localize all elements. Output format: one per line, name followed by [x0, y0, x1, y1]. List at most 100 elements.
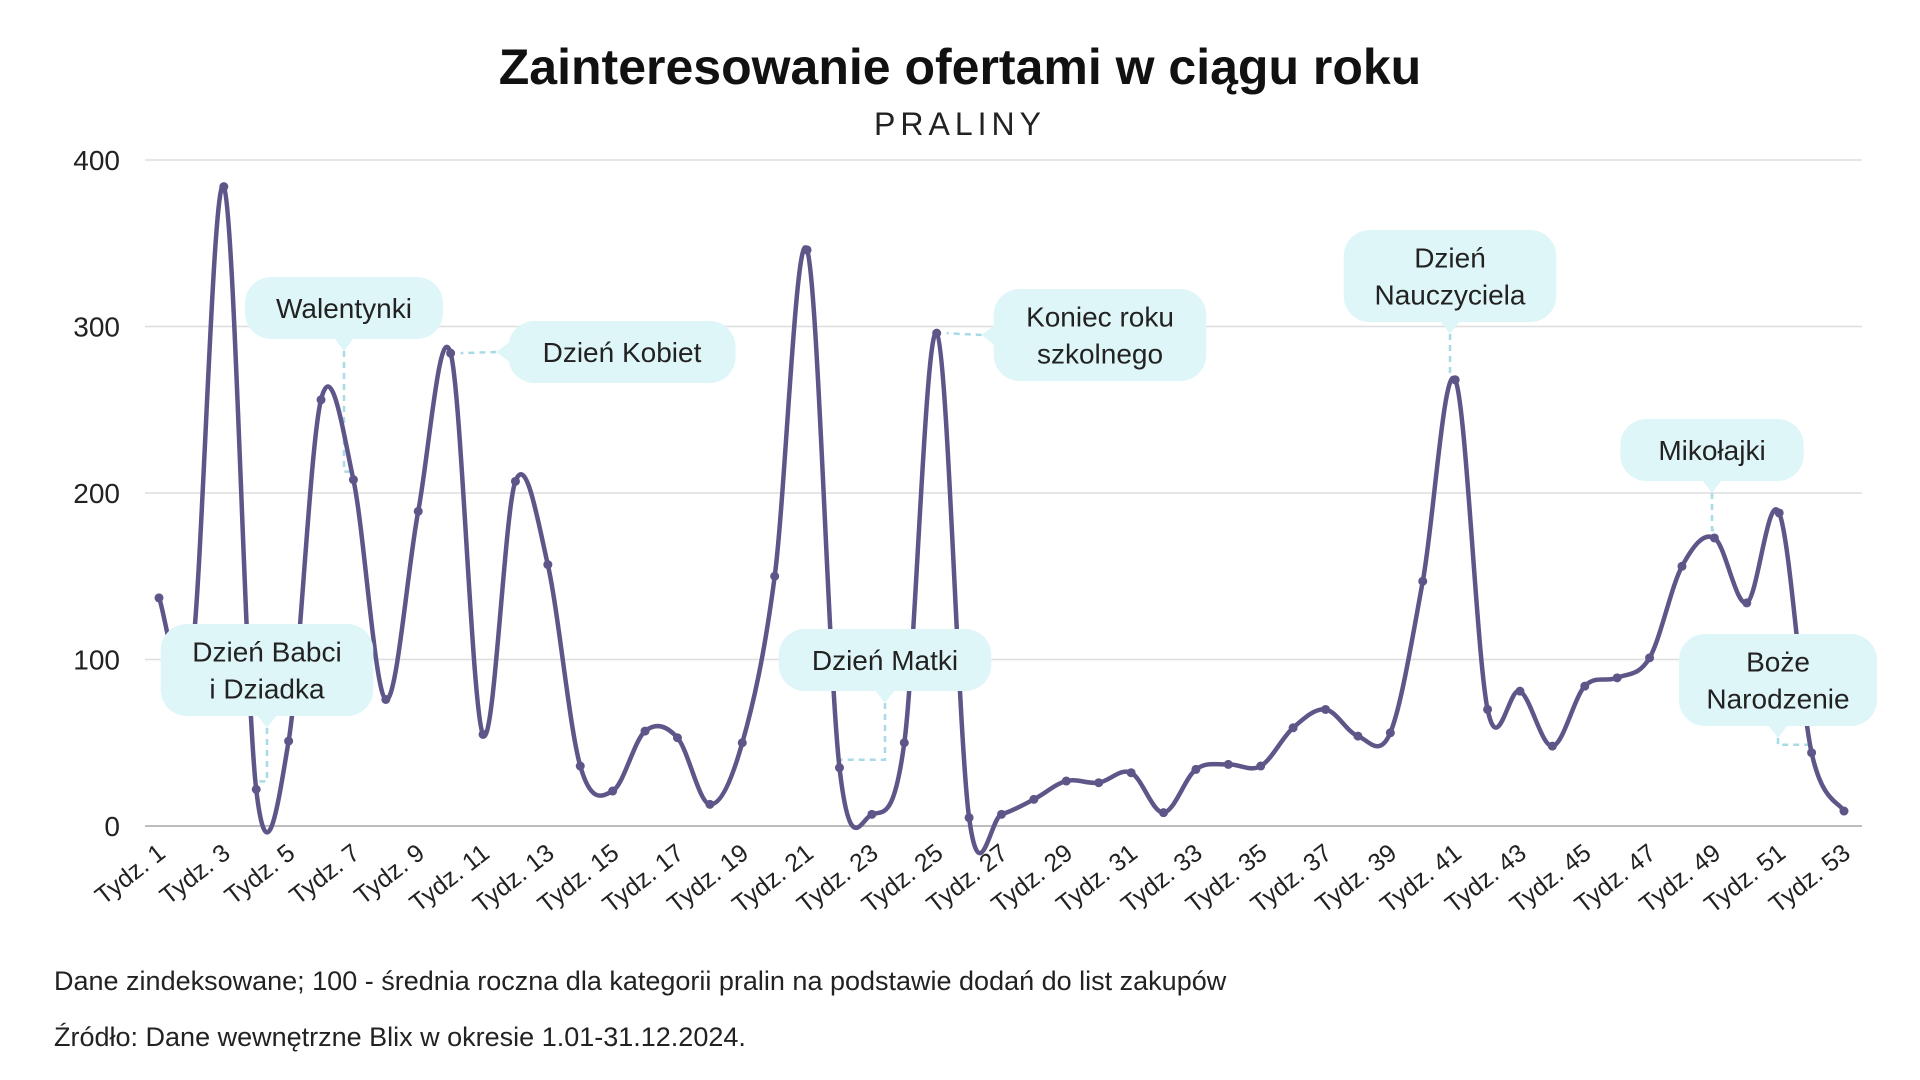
data-point: [284, 736, 294, 746]
data-point: [381, 694, 391, 704]
callout-box: [778, 629, 992, 691]
callout-text: Dzień: [1414, 243, 1486, 274]
data-point: [1580, 681, 1590, 691]
data-point: [1483, 704, 1493, 714]
y-tick-label: 100: [73, 645, 120, 676]
data-points: [154, 182, 1849, 823]
data-point: [1612, 673, 1622, 683]
callout-pointer: [875, 690, 895, 703]
data-point: [1450, 375, 1460, 385]
callout-label: Koniec roku szkolnego: [981, 289, 1207, 381]
callout-text: Narodzenie: [1706, 684, 1849, 715]
callout-text: Boże: [1746, 647, 1810, 678]
data-point: [1159, 808, 1169, 818]
data-point: [413, 506, 423, 516]
data-point: [1288, 723, 1298, 733]
x-tick-label: Tydz. 7: [284, 839, 365, 911]
data-point: [251, 784, 261, 794]
data-point: [1677, 561, 1687, 571]
callout-label: Walentynki: [245, 277, 443, 351]
callout-box: [1679, 634, 1877, 726]
callout-text: Walentynki: [276, 293, 412, 324]
data-point: [1709, 533, 1719, 543]
callout-box: [1620, 419, 1804, 481]
y-tick-label: 400: [73, 145, 120, 176]
data-point: [964, 813, 974, 823]
data-point: [1385, 728, 1395, 738]
callout-box: [1343, 230, 1557, 322]
data-point: [316, 395, 326, 405]
callout-text: Dzień Kobiet: [543, 337, 702, 368]
data-point: [543, 560, 553, 570]
data-point: [575, 761, 585, 771]
data-point: [219, 182, 229, 192]
callout-label: Mikołajki: [1620, 419, 1804, 493]
data-point: [446, 348, 456, 358]
data-point: [770, 571, 780, 581]
callout-label: Dzień Babci i Dziadka: [160, 624, 374, 728]
x-tick-label: Tydz. 1: [90, 839, 171, 911]
callout-label: Dzień Matki: [778, 629, 992, 703]
x-tick-label: Tydz. 5: [220, 839, 301, 911]
callout-text: Koniec roku: [1026, 302, 1174, 333]
data-point: [705, 799, 715, 809]
callout-box: [508, 321, 736, 383]
data-point: [802, 245, 812, 255]
data-point: [1256, 761, 1266, 771]
data-point: [1191, 764, 1201, 774]
callout-connector: [256, 728, 269, 783]
data-point: [899, 738, 909, 748]
y-tick-label: 0: [104, 811, 120, 842]
chart-subtitle: PRALINY: [874, 106, 1046, 142]
data-point: [1321, 704, 1331, 714]
callout-pointer: [257, 715, 277, 728]
data-point: [1774, 508, 1784, 518]
data-point: [1418, 576, 1428, 586]
callout-pointer: [496, 342, 510, 362]
callout-text: szkolnego: [1037, 339, 1163, 370]
callout-pointer: [1768, 725, 1788, 738]
callout-connector: [839, 703, 887, 761]
footnote-source: Źródło: Dane wewnętrzne Blix w okresie 1…: [54, 1022, 746, 1052]
y-tick-label: 200: [73, 478, 120, 509]
data-point: [608, 786, 618, 796]
callout-label: Dzień Nauczyciela: [1343, 230, 1557, 334]
callout-box: [245, 277, 443, 339]
data-point: [737, 738, 747, 748]
callout-connector: [460, 350, 497, 355]
grid-layer: [145, 159, 1862, 827]
data-point: [1223, 759, 1233, 769]
callout-text: Dzień Matki: [812, 645, 958, 676]
callout-text: Mikołajki: [1658, 435, 1765, 466]
callout-label: Dzień Kobiet: [496, 321, 736, 383]
data-point: [834, 763, 844, 773]
data-point: [1645, 653, 1655, 663]
callouts: Dzień Babci i Dziadka Walentynki Dzień Kobi…: [160, 230, 1877, 738]
callout-box: [993, 289, 1207, 381]
callout-connector: [1776, 738, 1812, 746]
x-tick-label: Tydz. 3: [155, 839, 236, 911]
data-point: [1547, 741, 1557, 751]
callout-text: Dzień Babci: [192, 637, 341, 668]
data-point: [997, 809, 1006, 819]
data-point: [672, 733, 682, 743]
data-point: [867, 809, 877, 819]
callout-pointer: [334, 338, 354, 351]
data-point: [1807, 748, 1817, 758]
footnote-data-description: Dane zindeksowane; 100 - średnia roczna …: [54, 966, 1227, 996]
callout-connector: [1710, 493, 1715, 532]
callout-text: i Dziadka: [209, 674, 325, 705]
callout-text: Nauczyciela: [1375, 280, 1526, 311]
y-axis-ticks: 0 100 200 300 400: [73, 145, 120, 842]
data-point: [510, 476, 520, 486]
data-point: [1029, 794, 1039, 804]
callout-box: [160, 624, 374, 716]
callout-label: Boże Narodzenie: [1679, 634, 1877, 738]
data-point: [1839, 806, 1849, 816]
data-point: [1126, 768, 1136, 778]
data-point: [348, 475, 358, 485]
callout-connector: [1448, 334, 1456, 374]
chart-title: Zainteresowanie ofertami w ciągu roku: [498, 39, 1422, 95]
